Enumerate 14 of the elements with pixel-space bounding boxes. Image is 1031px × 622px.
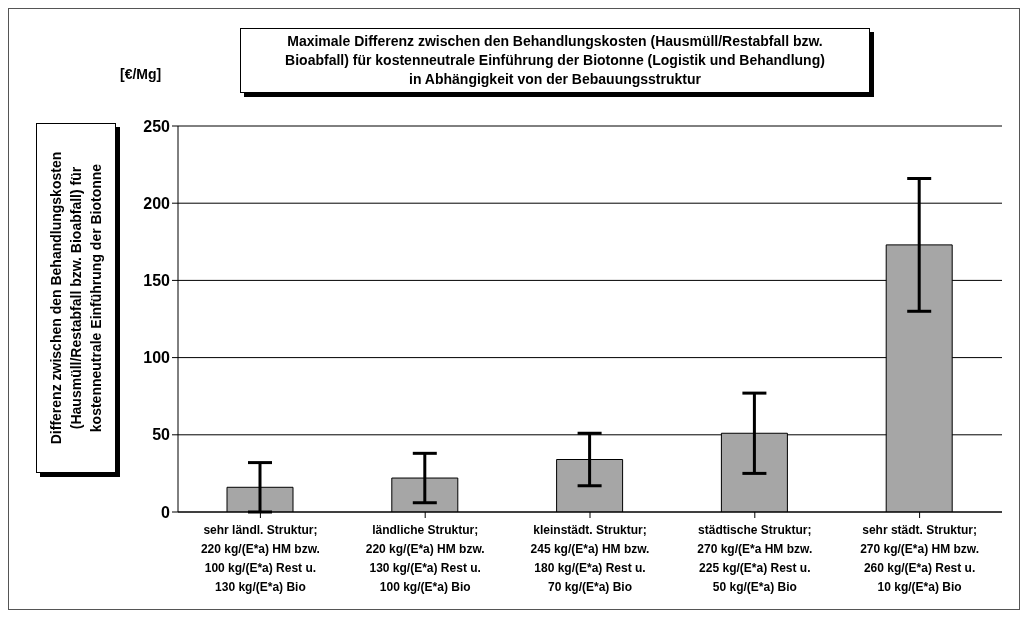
y-tick-label: 150 bbox=[143, 272, 171, 290]
y-tick-label: 50 bbox=[152, 426, 171, 444]
y-tick-label: 100 bbox=[143, 349, 171, 367]
x-tick-label: sehr ländl. Struktur; 220 kg/(E*a) HM bzw. 100 kg/(E*a) Rest u. 130 kg/(E*a) Bio bbox=[200, 523, 320, 594]
y-tick-label: 200 bbox=[143, 194, 171, 212]
y-tick-label: 0 bbox=[161, 503, 171, 521]
x-tick-label: ländliche Struktur; 220 kg/(E*a) HM bzw. 130 kg/(E*a) Rest u. 100 kg/(E*a) Bio bbox=[365, 523, 485, 594]
chart-title: Maximale Differenz zwischen den Behandlungskosten (Hausmüll/Restabfall bzw. Bioabfall) für kostenneutrale Einführung der Biotonne (Logistik und Behandlung) in Abhängigkeit von der Bebauungsstruktur bbox=[240, 28, 870, 93]
y-tick-label: 250 bbox=[143, 117, 171, 135]
y-axis-title: Differenz zwischen den Behandlungskosten (Hausmüll/Restabfall bzw. Bioabfall) für kostenneutrale Einführung der Biotonne bbox=[47, 150, 105, 447]
x-tick-label: städtische Struktur; 270 kg/(E*a HM bzw. 225 kg/(E*a) Rest u. 50 kg/(E*a) Bio bbox=[697, 523, 813, 594]
x-tick-label: kleinstädt. Struktur; 245 kg/(E*a) HM bzw. 180 kg/(E*a) Rest u. 70 kg/(E*a) Bio bbox=[530, 523, 650, 594]
text: [€/Mg] bbox=[120, 66, 162, 82]
x-tick-label: sehr städt. Struktur; 270 kg/(E*a) HM bzw. 260 kg/(E*a) Rest u. 10 kg/(E*a) Bio bbox=[860, 523, 980, 594]
